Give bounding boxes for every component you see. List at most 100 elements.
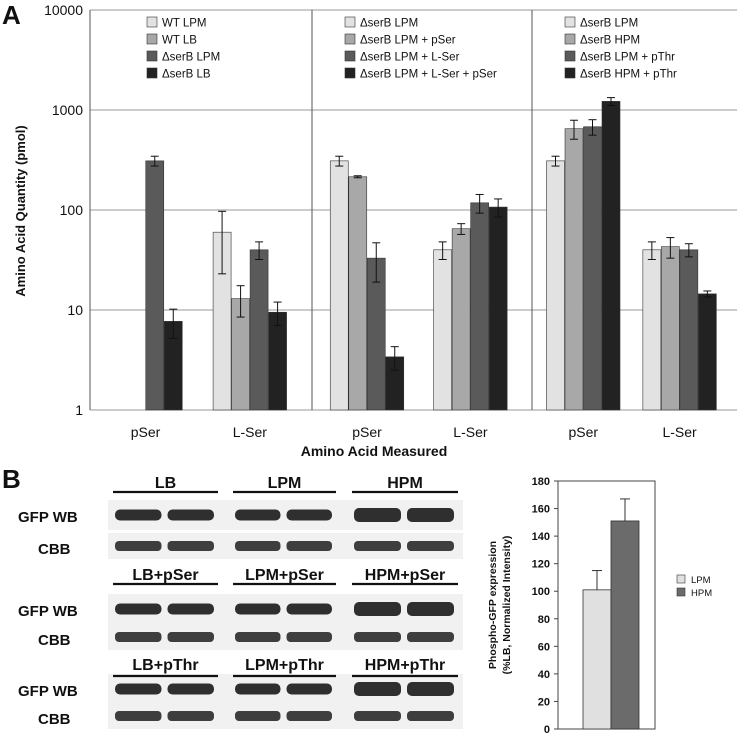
- panel-b-y-axis-label-line-1: Phospho-GFP expression: [487, 541, 499, 669]
- bar-3-pser-2: [564, 128, 584, 411]
- bar-1-pser-3: [145, 160, 165, 411]
- legend-swatch-1-4: [146, 67, 158, 79]
- panel-a-letter: A: [2, 0, 21, 30]
- panel-b-legend-swatch-lpm: [676, 574, 686, 584]
- x-tick-label-l-ser: L-Ser: [233, 424, 268, 440]
- blot-gfp-wb-strip: [108, 674, 463, 704]
- blot-cbb-band: [286, 632, 332, 642]
- blot-group-label: LPM+pThr: [245, 657, 324, 674]
- blot-cbb-band: [286, 541, 332, 551]
- y-tick-label: 10000: [44, 2, 83, 18]
- x-tick-label-l-ser: L-Ser: [662, 424, 697, 440]
- blot-row-label-gfp-wb: GFP WB: [18, 603, 78, 620]
- legend-label-3-4: ΔserB HPM + pThr: [580, 69, 677, 81]
- panel-b-legend-swatch-hpm: [676, 587, 686, 597]
- panel-a-legends: WT LPM WT LB ΔserB LPM ΔserB LB ΔserB LPM Δse…: [146, 16, 677, 81]
- blot-gfp-band: [407, 602, 454, 616]
- blot-cbb-strip: [108, 624, 463, 650]
- blot-row-label-gfp-wb: GFP WB: [18, 509, 78, 526]
- panel-b-letter: B: [2, 464, 21, 494]
- blot-cbb-band: [407, 541, 454, 551]
- blot-group-label: LB: [155, 475, 176, 492]
- x-tick-label-pser: pSer: [568, 424, 598, 440]
- panel-b-y-tick-label: 180: [532, 476, 550, 488]
- bar-3-pser-3: [583, 126, 602, 411]
- blot-gfp-band: [354, 508, 401, 522]
- blot-gfp-band: [235, 603, 281, 615]
- panel-a-error-bars: [150, 97, 712, 371]
- blot-cbb-strip: [108, 703, 463, 729]
- blot-gfp-band: [167, 509, 214, 521]
- blot-row-label-gfp-wb: GFP WB: [18, 683, 78, 700]
- panel-b-y-tick-label: 160: [532, 504, 550, 516]
- bar-3-l-ser-2: [661, 246, 680, 411]
- panel-a-x-ticks: pSer L-Ser pSer L-Ser pSer L-Ser: [131, 424, 697, 440]
- legend-swatch-1-2: [146, 33, 158, 45]
- bar-3-l-ser-3: [679, 249, 699, 411]
- x-tick-label-pser: pSer: [352, 424, 382, 440]
- panel-b-y-tick-label: 100: [532, 586, 550, 598]
- legend-swatch-2-4: [344, 67, 356, 79]
- panel-b-chart: 0 20 40 60 80 100 120 140 160 180 LPM HPM Phospho-…: [487, 476, 712, 734]
- legend-swatch-3-3: [564, 50, 576, 62]
- legend-swatch-1-3: [146, 50, 158, 62]
- legend-label-2-4: ΔserB LPM + L-Ser + pSer: [360, 69, 497, 81]
- panel-b-legend-label-hpm: HPM: [691, 588, 712, 599]
- blot-gfp-wb-strip: [108, 594, 463, 624]
- bar-1-l-ser-4: [268, 311, 287, 411]
- bar-3-pser-4: [601, 101, 621, 411]
- blot-cbb-band: [167, 541, 214, 551]
- panel-b-bar-lpm: [582, 589, 612, 730]
- y-tick-label: 100: [60, 202, 84, 218]
- blot-gfp-band: [235, 509, 281, 521]
- panel-b-y-tick-label: 0: [544, 724, 550, 734]
- blot-cbb-band: [115, 632, 162, 642]
- blot-gfp-band: [286, 509, 332, 521]
- bar-2-l-ser-3: [470, 202, 489, 411]
- legend-swatch-3-2: [564, 33, 576, 45]
- y-tick-label: 10: [67, 302, 83, 318]
- bar-2-l-ser-1: [433, 249, 452, 411]
- panel-a-bars: [145, 101, 717, 411]
- blot-cbb-band: [407, 632, 454, 642]
- panel-b-y-tick-label: 120: [532, 559, 550, 571]
- legend-swatch-2-3: [344, 50, 356, 62]
- bar-2-l-ser-2: [451, 228, 471, 411]
- blot-group-label: HPM+pThr: [365, 657, 445, 674]
- panel-b-y-axis-label-line-2: (%LB, Normalized Intensity): [501, 536, 513, 675]
- bar-2-l-ser-4: [488, 206, 508, 411]
- blot-cbb-band: [235, 541, 281, 551]
- bar-2-pser-2: [348, 176, 368, 411]
- legend-label-2-1: ΔserB LPM: [360, 18, 418, 30]
- legend-swatch-3-1: [564, 16, 576, 28]
- blot-cbb-band: [235, 632, 281, 642]
- blot-gfp-band: [407, 682, 454, 696]
- blot-gfp-band: [115, 683, 162, 695]
- panel-b-y-tick-label: 80: [538, 614, 550, 626]
- blot-cbb-band: [115, 541, 162, 551]
- blot-cbb-strip: [108, 533, 463, 559]
- blot-cbb-band: [167, 711, 214, 721]
- blot-cbb-band: [407, 711, 454, 721]
- blot-gfp-band: [407, 508, 454, 522]
- blot-gfp-band: [286, 603, 332, 615]
- blot-group-label: HPM+pSer: [365, 567, 445, 584]
- bar-3-pser-1: [546, 160, 565, 411]
- blot-group-label: LPM: [268, 475, 302, 492]
- panel-a-y-ticks: 1 10 100 1000 10000: [44, 2, 83, 418]
- blot-row-label-cbb: CBB: [38, 632, 71, 649]
- y-tick-label: 1000: [52, 102, 83, 118]
- blot-gfp-band: [235, 683, 281, 695]
- panel-b-y-tick-label: 140: [532, 531, 550, 543]
- panel-b-axes: 0 20 40 60 80 100 120 140 160 180: [532, 476, 656, 734]
- blot-cbb-band: [115, 711, 162, 721]
- panel-a-gridlines: [90, 9, 737, 411]
- legend-label-1-3: ΔserB LPM: [162, 52, 220, 64]
- legend-label-1-2: WT LB: [162, 35, 197, 47]
- panel-b-bar-hpm: [610, 520, 640, 730]
- bar-3-l-ser-1: [642, 249, 662, 411]
- legend-label-3-1: ΔserB LPM: [580, 18, 638, 30]
- blot-gfp-band: [354, 682, 401, 696]
- legend-label-3-2: ΔserB HPM: [580, 35, 640, 47]
